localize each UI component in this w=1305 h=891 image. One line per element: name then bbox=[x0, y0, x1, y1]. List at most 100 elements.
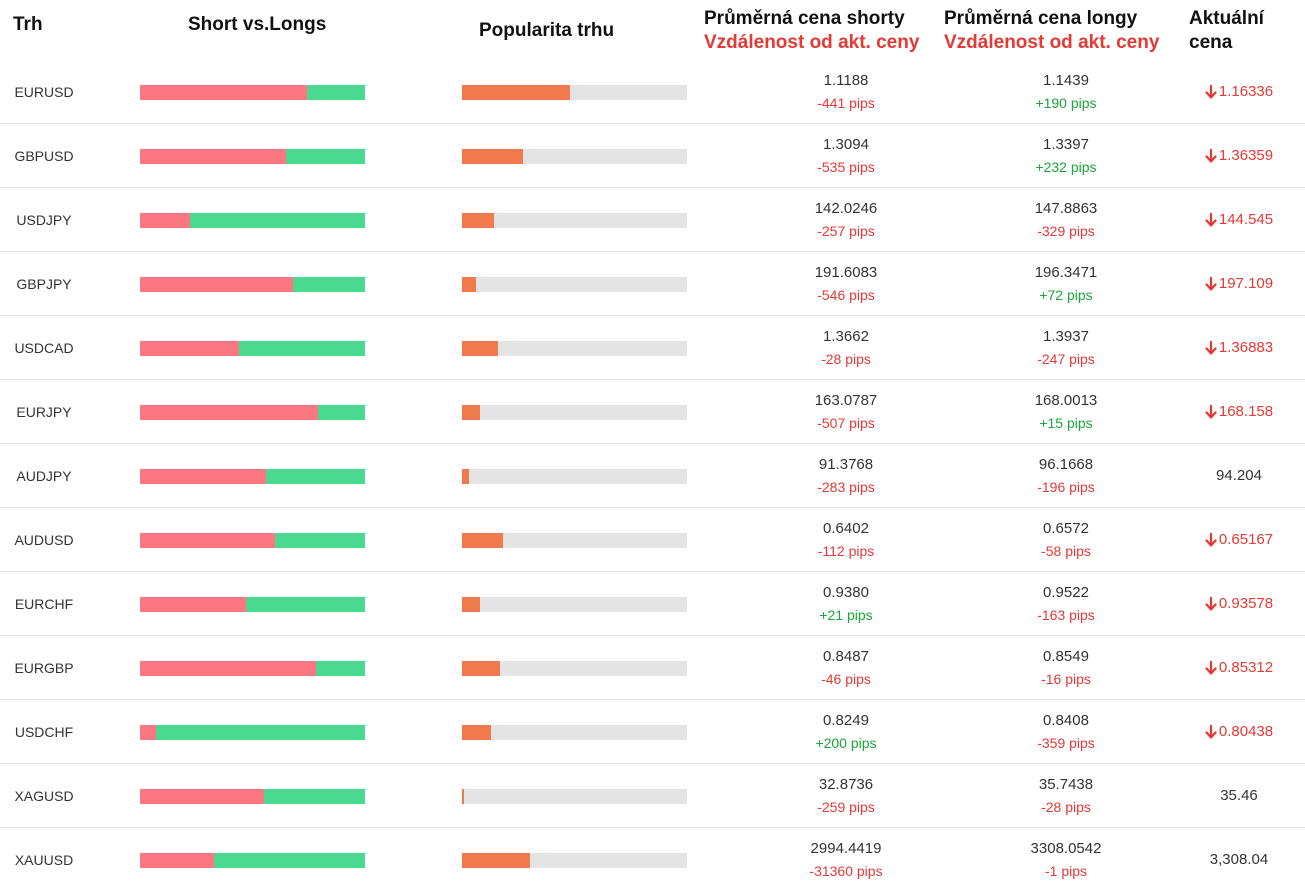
column-header-current-price-line2: cena bbox=[1189, 32, 1233, 53]
avg-short-distance: -46 pips bbox=[821, 670, 871, 687]
short-vs-long-bar bbox=[140, 340, 365, 356]
arrow-down-icon bbox=[1205, 84, 1217, 99]
avg-short-distance: -28 pips bbox=[821, 350, 871, 367]
avg-long-price: 1.3937 bbox=[1043, 327, 1089, 345]
arrow-down-icon bbox=[1205, 276, 1217, 291]
avg-long-cell: 0.8408 -359 pips bbox=[966, 710, 1166, 754]
column-header-avg-long[interactable]: Průměrná cena longy Vzdálenost od akt. c… bbox=[944, 7, 1159, 55]
symbol-label[interactable]: GBPUSD bbox=[14, 147, 74, 164]
column-header-avg-short-title: Průměrná cena shorty bbox=[704, 8, 905, 29]
avg-short-cell: 2994.4419 -31360 pips bbox=[746, 838, 946, 882]
symbol-label[interactable]: USDJPY bbox=[16, 211, 72, 228]
symbol-label[interactable]: GBPJPY bbox=[16, 275, 72, 292]
table-row[interactable]: GBPJPY 191.6083 -546 pips 196.3471 +72 pips 1… bbox=[0, 251, 1305, 315]
avg-short-distance: -31360 pips bbox=[809, 862, 883, 879]
avg-long-cell: 0.9522 -163 pips bbox=[966, 582, 1166, 626]
column-header-avg-short[interactable]: Průměrná cena shorty Vzdálenost od akt. … bbox=[704, 7, 919, 55]
table-row[interactable]: XAGUSD 32.8736 -259 pips 35.7438 -28 pips 35.… bbox=[0, 763, 1305, 827]
column-header-short-vs-longs[interactable]: Short vs.Longs bbox=[188, 14, 327, 35]
popularity-fill bbox=[462, 532, 503, 548]
symbol-label[interactable]: EURGBP bbox=[14, 659, 74, 676]
table-row[interactable]: EURJPY 163.0787 -507 pips 168.0013 +15 pips 1… bbox=[0, 379, 1305, 443]
symbol-label[interactable]: EURJPY bbox=[16, 403, 72, 420]
short-vs-long-bar bbox=[140, 212, 365, 228]
arrow-down-icon bbox=[1205, 532, 1217, 547]
popularity-bar bbox=[462, 532, 687, 548]
symbol-label[interactable]: USDCHF bbox=[14, 723, 74, 740]
popularity-fill bbox=[462, 340, 498, 356]
column-header-popularity[interactable]: Popularita trhu bbox=[479, 20, 615, 41]
short-vs-long-bar bbox=[140, 788, 365, 804]
avg-short-distance: -259 pips bbox=[817, 798, 875, 815]
avg-short-price: 1.3662 bbox=[823, 327, 869, 345]
avg-short-cell: 1.1188 -441 pips bbox=[746, 70, 946, 114]
symbol-label[interactable]: XAGUSD bbox=[14, 787, 74, 804]
symbol-label[interactable]: USDCAD bbox=[14, 339, 74, 356]
current-price: 1.36359 bbox=[1180, 124, 1298, 187]
short-vs-long-bar bbox=[140, 404, 365, 420]
table-row[interactable]: AUDJPY 91.3768 -283 pips 96.1668 -196 pips 94… bbox=[0, 443, 1305, 507]
table-row[interactable]: EURGBP 0.8487 -46 pips 0.8549 -16 pips 0.8531… bbox=[0, 635, 1305, 699]
current-price: 3,308.04 bbox=[1180, 828, 1298, 891]
short-portion bbox=[140, 340, 239, 356]
current-price: 0.93578 bbox=[1180, 572, 1298, 635]
avg-long-price: 0.8549 bbox=[1043, 647, 1089, 665]
column-header-current-price[interactable]: Aktuální cena bbox=[1189, 7, 1264, 55]
avg-short-distance: -112 pips bbox=[817, 542, 875, 559]
current-price-value: 35.46 bbox=[1220, 787, 1258, 804]
short-vs-long-bar bbox=[140, 852, 365, 868]
symbol-label[interactable]: AUDUSD bbox=[14, 531, 74, 548]
table-row[interactable]: USDJPY 142.0246 -257 pips 147.8863 -329 pips… bbox=[0, 187, 1305, 251]
avg-short-cell: 0.8249 +200 pips bbox=[746, 710, 946, 754]
table-row[interactable]: USDCHF 0.8249 +200 pips 0.8408 -359 pips 0.80… bbox=[0, 699, 1305, 763]
avg-short-cell: 1.3094 -535 pips bbox=[746, 134, 946, 178]
avg-short-cell: 0.9380 +21 pips bbox=[746, 582, 946, 626]
avg-short-price: 1.1188 bbox=[823, 71, 869, 89]
avg-short-distance: -535 pips bbox=[817, 158, 875, 175]
avg-short-cell: 91.3768 -283 pips bbox=[746, 454, 946, 498]
current-price: 144.545 bbox=[1180, 188, 1298, 251]
current-price: 168.158 bbox=[1180, 380, 1298, 443]
short-portion bbox=[140, 660, 316, 676]
avg-long-cell: 196.3471 +72 pips bbox=[966, 262, 1166, 306]
symbol-label[interactable]: EURUSD bbox=[14, 83, 74, 100]
table-row[interactable]: USDCAD 1.3662 -28 pips 1.3937 -247 pips 1.368… bbox=[0, 315, 1305, 379]
popularity-fill bbox=[462, 724, 492, 740]
short-portion bbox=[140, 84, 307, 100]
current-price: 0.85312 bbox=[1180, 636, 1298, 699]
popularity-fill bbox=[462, 84, 570, 100]
column-header-avg-long-subtitle: Vzdálenost od akt. ceny bbox=[944, 32, 1160, 53]
short-portion bbox=[140, 468, 266, 484]
table-row[interactable]: AUDUSD 0.6402 -112 pips 0.6572 -58 pips 0.651… bbox=[0, 507, 1305, 571]
current-price: 197.109 bbox=[1180, 252, 1298, 315]
symbol-label[interactable]: AUDJPY bbox=[16, 467, 72, 484]
table-header: Trh Short vs.Longs Popularita trhu Průmě… bbox=[0, 0, 1305, 60]
avg-short-cell: 0.6402 -112 pips bbox=[746, 518, 946, 562]
avg-short-cell: 142.0246 -257 pips bbox=[746, 198, 946, 242]
table-row[interactable]: EURCHF 0.9380 +21 pips 0.9522 -163 pips 0.935… bbox=[0, 571, 1305, 635]
popularity-bar bbox=[462, 468, 687, 484]
short-portion bbox=[140, 212, 190, 228]
popularity-fill bbox=[462, 788, 465, 804]
short-portion bbox=[140, 148, 287, 164]
avg-short-price: 0.9380 bbox=[823, 583, 869, 601]
avg-short-price: 0.6402 bbox=[823, 519, 869, 537]
column-header-market[interactable]: Trh bbox=[13, 14, 43, 35]
popularity-bar bbox=[462, 852, 687, 868]
table-row[interactable]: EURUSD 1.1188 -441 pips 1.1439 +190 pips 1.16… bbox=[0, 60, 1305, 123]
current-price-value: 0.93578 bbox=[1218, 595, 1274, 612]
table-row[interactable]: XAUUSD 2994.4419 -31360 pips 3308.0542 -1 pi… bbox=[0, 827, 1305, 891]
current-price-value: 0.80438 bbox=[1218, 723, 1274, 740]
current-price: 94.204 bbox=[1180, 444, 1298, 507]
popularity-bar bbox=[462, 404, 687, 420]
avg-long-price: 1.1439 bbox=[1043, 71, 1089, 89]
current-price-value: 1.16336 bbox=[1218, 83, 1274, 100]
popularity-bar bbox=[462, 212, 687, 228]
table-row[interactable]: GBPUSD 1.3094 -535 pips 1.3397 +232 pips 1.36… bbox=[0, 123, 1305, 187]
symbol-label[interactable]: XAUUSD bbox=[14, 851, 74, 868]
avg-long-price: 96.1668 bbox=[1038, 455, 1094, 473]
short-vs-long-bar bbox=[140, 660, 365, 676]
avg-long-price: 3308.0542 bbox=[1030, 839, 1102, 857]
avg-short-distance: +21 pips bbox=[819, 606, 873, 623]
symbol-label[interactable]: EURCHF bbox=[14, 595, 74, 612]
